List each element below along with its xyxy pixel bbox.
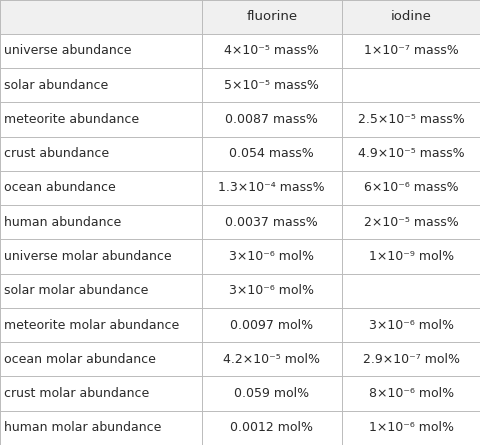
Text: 4×10⁻⁵ mass%: 4×10⁻⁵ mass% — [224, 44, 318, 57]
Bar — [0, 239, 202, 274]
Bar — [202, 274, 341, 308]
Bar — [0, 274, 202, 308]
Bar — [341, 0, 480, 34]
Bar — [0, 376, 202, 411]
Text: ocean abundance: ocean abundance — [4, 182, 115, 194]
Bar — [0, 342, 202, 376]
Bar — [0, 0, 202, 34]
Text: 2.9×10⁻⁷ mol%: 2.9×10⁻⁷ mol% — [362, 353, 459, 366]
Text: 6×10⁻⁶ mass%: 6×10⁻⁶ mass% — [363, 182, 457, 194]
Bar — [341, 171, 480, 205]
Text: 1×10⁻⁷ mass%: 1×10⁻⁷ mass% — [363, 44, 457, 57]
Bar — [202, 376, 341, 411]
Text: 4.2×10⁻⁵ mol%: 4.2×10⁻⁵ mol% — [223, 353, 320, 366]
Bar — [202, 102, 341, 137]
Bar — [202, 34, 341, 68]
Bar — [0, 308, 202, 342]
Text: 0.0037 mass%: 0.0037 mass% — [225, 216, 317, 229]
Text: 0.0097 mol%: 0.0097 mol% — [230, 319, 312, 332]
Text: solar abundance: solar abundance — [4, 79, 108, 92]
Bar — [202, 411, 341, 445]
Text: 5×10⁻⁵ mass%: 5×10⁻⁵ mass% — [224, 79, 319, 92]
Bar — [202, 342, 341, 376]
Bar — [202, 205, 341, 239]
Bar — [341, 274, 480, 308]
Text: 3×10⁻⁶ mol%: 3×10⁻⁶ mol% — [229, 284, 313, 297]
Text: 3×10⁻⁶ mol%: 3×10⁻⁶ mol% — [368, 319, 453, 332]
Text: 0.054 mass%: 0.054 mass% — [229, 147, 313, 160]
Bar — [341, 205, 480, 239]
Bar — [202, 308, 341, 342]
Bar — [341, 102, 480, 137]
Text: crust molar abundance: crust molar abundance — [4, 387, 149, 400]
Text: fluorine: fluorine — [246, 10, 297, 23]
Text: 1.3×10⁻⁴ mass%: 1.3×10⁻⁴ mass% — [218, 182, 324, 194]
Text: human molar abundance: human molar abundance — [4, 421, 161, 434]
Bar — [341, 376, 480, 411]
Text: iodine: iodine — [390, 10, 431, 23]
Text: 0.059 mol%: 0.059 mol% — [234, 387, 309, 400]
Text: 1×10⁻⁶ mol%: 1×10⁻⁶ mol% — [368, 421, 453, 434]
Bar — [202, 239, 341, 274]
Bar — [341, 68, 480, 102]
Bar — [0, 34, 202, 68]
Text: 1×10⁻⁹ mol%: 1×10⁻⁹ mol% — [368, 250, 453, 263]
Bar — [341, 239, 480, 274]
Text: human abundance: human abundance — [4, 216, 121, 229]
Text: 0.0012 mol%: 0.0012 mol% — [230, 421, 312, 434]
Bar — [0, 137, 202, 171]
Text: meteorite abundance: meteorite abundance — [4, 113, 139, 126]
Text: universe abundance: universe abundance — [4, 44, 131, 57]
Text: ocean molar abundance: ocean molar abundance — [4, 353, 156, 366]
Bar — [0, 205, 202, 239]
Bar — [341, 411, 480, 445]
Text: crust abundance: crust abundance — [4, 147, 109, 160]
Text: 3×10⁻⁶ mol%: 3×10⁻⁶ mol% — [229, 250, 313, 263]
Text: 0.0087 mass%: 0.0087 mass% — [225, 113, 318, 126]
Text: universe molar abundance: universe molar abundance — [4, 250, 171, 263]
Bar — [341, 34, 480, 68]
Text: 8×10⁻⁶ mol%: 8×10⁻⁶ mol% — [368, 387, 453, 400]
Bar — [0, 68, 202, 102]
Text: meteorite molar abundance: meteorite molar abundance — [4, 319, 179, 332]
Text: 2.5×10⁻⁵ mass%: 2.5×10⁻⁵ mass% — [357, 113, 464, 126]
Bar — [202, 171, 341, 205]
Bar — [0, 411, 202, 445]
Bar — [341, 137, 480, 171]
Text: solar molar abundance: solar molar abundance — [4, 284, 148, 297]
Bar — [0, 102, 202, 137]
Bar — [0, 171, 202, 205]
Bar — [202, 0, 341, 34]
Bar — [341, 308, 480, 342]
Bar — [341, 342, 480, 376]
Bar — [202, 137, 341, 171]
Text: 2×10⁻⁵ mass%: 2×10⁻⁵ mass% — [363, 216, 457, 229]
Bar — [202, 68, 341, 102]
Text: 4.9×10⁻⁵ mass%: 4.9×10⁻⁵ mass% — [357, 147, 464, 160]
